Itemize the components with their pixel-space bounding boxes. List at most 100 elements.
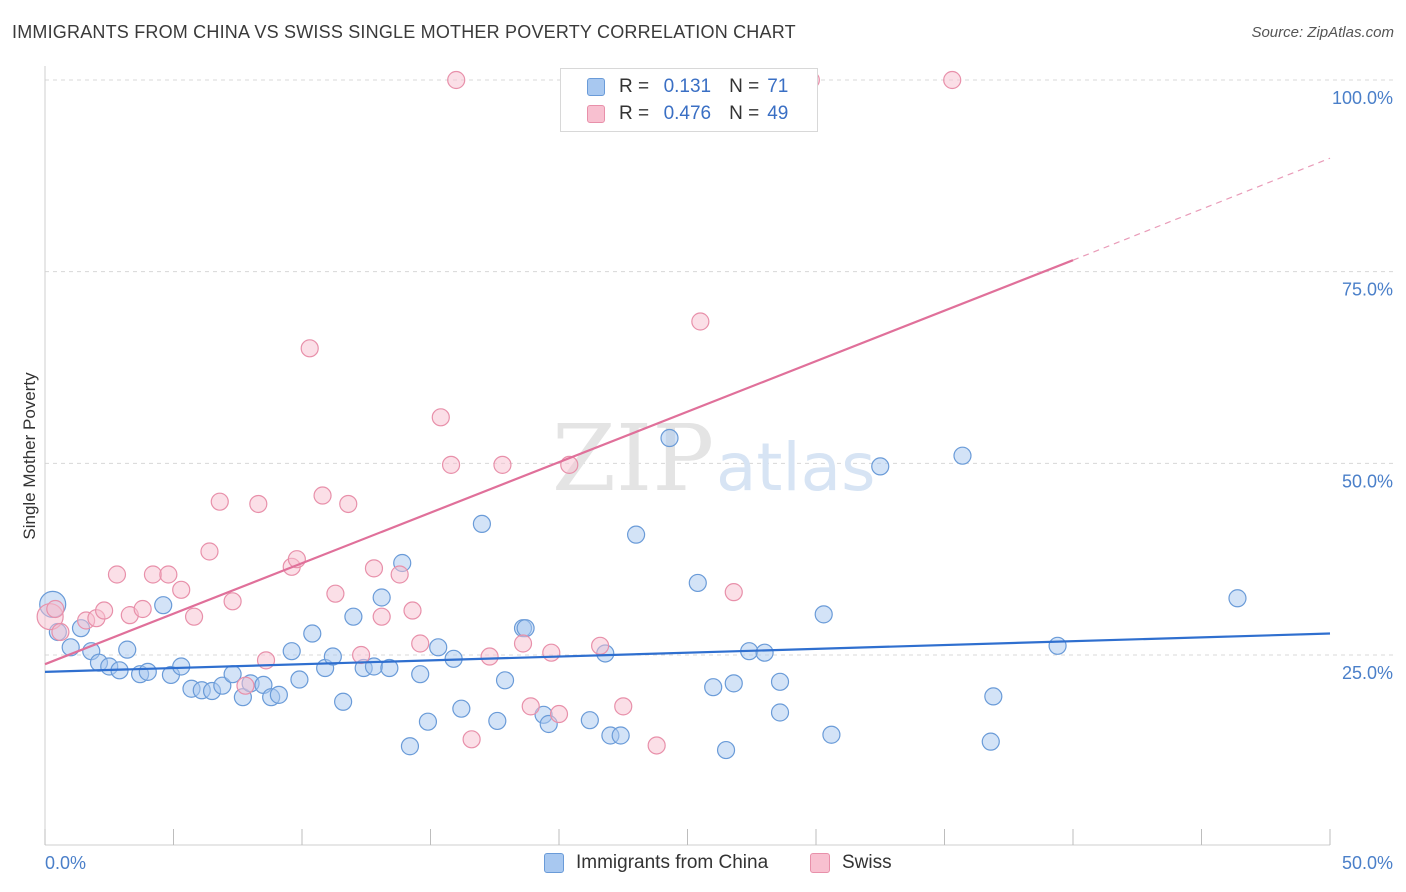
data-point	[495, 671, 515, 690]
data-point	[380, 658, 399, 678]
watermark-zip: ZIP	[552, 405, 714, 512]
data-point	[352, 645, 371, 665]
legend-swatch-swiss	[810, 853, 830, 873]
data-point	[236, 676, 255, 695]
data-point	[300, 339, 319, 358]
data-point	[51, 622, 70, 642]
data-point	[472, 514, 491, 534]
data-point	[452, 699, 471, 718]
data-point	[822, 725, 841, 744]
data-point	[107, 565, 127, 584]
data-point	[133, 599, 152, 619]
legend-item-china: Immigrants from China	[544, 852, 768, 874]
data-point	[249, 494, 268, 514]
data-point	[213, 676, 232, 695]
data-point	[1228, 589, 1247, 608]
trend-line-swiss-extension	[1072, 157, 1331, 261]
data-point	[770, 703, 790, 722]
legend-row-china: R = 0.131 N = 71	[587, 74, 788, 100]
watermark: ZIP atlas	[552, 405, 876, 512]
legend-r-value: 0.131	[663, 76, 712, 97]
legend-n-value: 49	[767, 103, 789, 124]
data-point	[390, 565, 409, 584]
data-point	[411, 634, 430, 653]
data-point	[549, 704, 569, 724]
data-point	[210, 492, 229, 511]
data-point	[282, 642, 301, 661]
y-tick-label: 50.0%	[1342, 471, 1393, 491]
data-point	[303, 624, 322, 643]
correlation-legend: R = 0.131 N = 71 R = 0.476 N = 49	[560, 68, 818, 132]
axes	[44, 66, 1331, 846]
data-point	[447, 70, 466, 90]
legend-r-value: 0.476	[663, 103, 712, 124]
data-point	[172, 580, 191, 599]
data-point	[724, 583, 743, 602]
data-point	[46, 599, 65, 619]
legend-label-swiss: Swiss	[842, 852, 892, 873]
data-point	[418, 712, 438, 731]
source-label: Source: ZipAtlas.com	[1251, 24, 1394, 41]
data-point	[344, 607, 363, 626]
data-point	[647, 736, 666, 755]
data-point	[95, 601, 114, 620]
data-point	[429, 638, 448, 657]
data-point	[269, 685, 288, 704]
data-point	[143, 565, 163, 584]
data-point	[716, 740, 736, 760]
data-point	[513, 634, 533, 653]
data-point	[691, 312, 710, 331]
data-point	[755, 643, 774, 662]
data-point	[943, 70, 962, 90]
data-point	[372, 588, 391, 607]
data-point	[411, 665, 430, 684]
data-point	[159, 565, 178, 584]
data-point	[334, 692, 353, 711]
data-point	[521, 697, 540, 716]
data-point	[614, 697, 633, 716]
data-point	[871, 457, 890, 476]
data-point	[480, 647, 499, 666]
data-point	[493, 455, 512, 474]
data-point	[326, 584, 345, 603]
grid-lines	[45, 79, 1395, 656]
watermark-atlas: atlas	[716, 429, 876, 506]
trend-lines	[44, 157, 1331, 673]
data-point	[611, 726, 630, 745]
data-point	[118, 640, 137, 659]
data-point	[138, 662, 157, 681]
legend-item-swiss: Swiss	[810, 852, 892, 874]
data-point	[172, 657, 191, 676]
data-point	[441, 455, 461, 474]
data-point	[591, 636, 610, 655]
trend-line-china	[44, 632, 1331, 673]
legend-row-swiss: R = 0.476 N = 49	[587, 101, 788, 127]
data-point	[981, 732, 1000, 751]
legend-swatch-china	[587, 78, 605, 96]
data-point	[704, 678, 723, 697]
data-point	[313, 486, 332, 505]
series-legend: Immigrants from China Swiss	[0, 852, 1406, 876]
data-point	[984, 687, 1003, 706]
data-point	[724, 674, 743, 693]
y-axis-label: Single Mother Poverty	[20, 372, 39, 540]
x-tick-label: 0.0%	[45, 853, 86, 873]
y-tick-label: 25.0%	[1342, 663, 1393, 683]
data-point	[488, 711, 507, 731]
data-point	[431, 408, 450, 427]
data-point	[580, 711, 599, 730]
legend-r-label: R =	[619, 103, 650, 124]
tick-labels: 25.0% 50.0% 75.0% 100.0% 0.0% 50.0%	[45, 88, 1393, 873]
series-swiss-points	[36, 70, 962, 755]
chart-title: IMMIGRANTS FROM CHINA VS SWISS SINGLE MO…	[12, 22, 796, 42]
data-point	[223, 592, 242, 611]
data-point	[626, 525, 646, 544]
legend-swatch-swiss	[587, 105, 605, 123]
data-point	[339, 494, 358, 514]
data-point	[953, 446, 972, 465]
x-tick-label: 50.0%	[1342, 853, 1393, 873]
data-point	[372, 607, 391, 626]
data-point	[364, 559, 384, 578]
data-point	[154, 596, 173, 615]
